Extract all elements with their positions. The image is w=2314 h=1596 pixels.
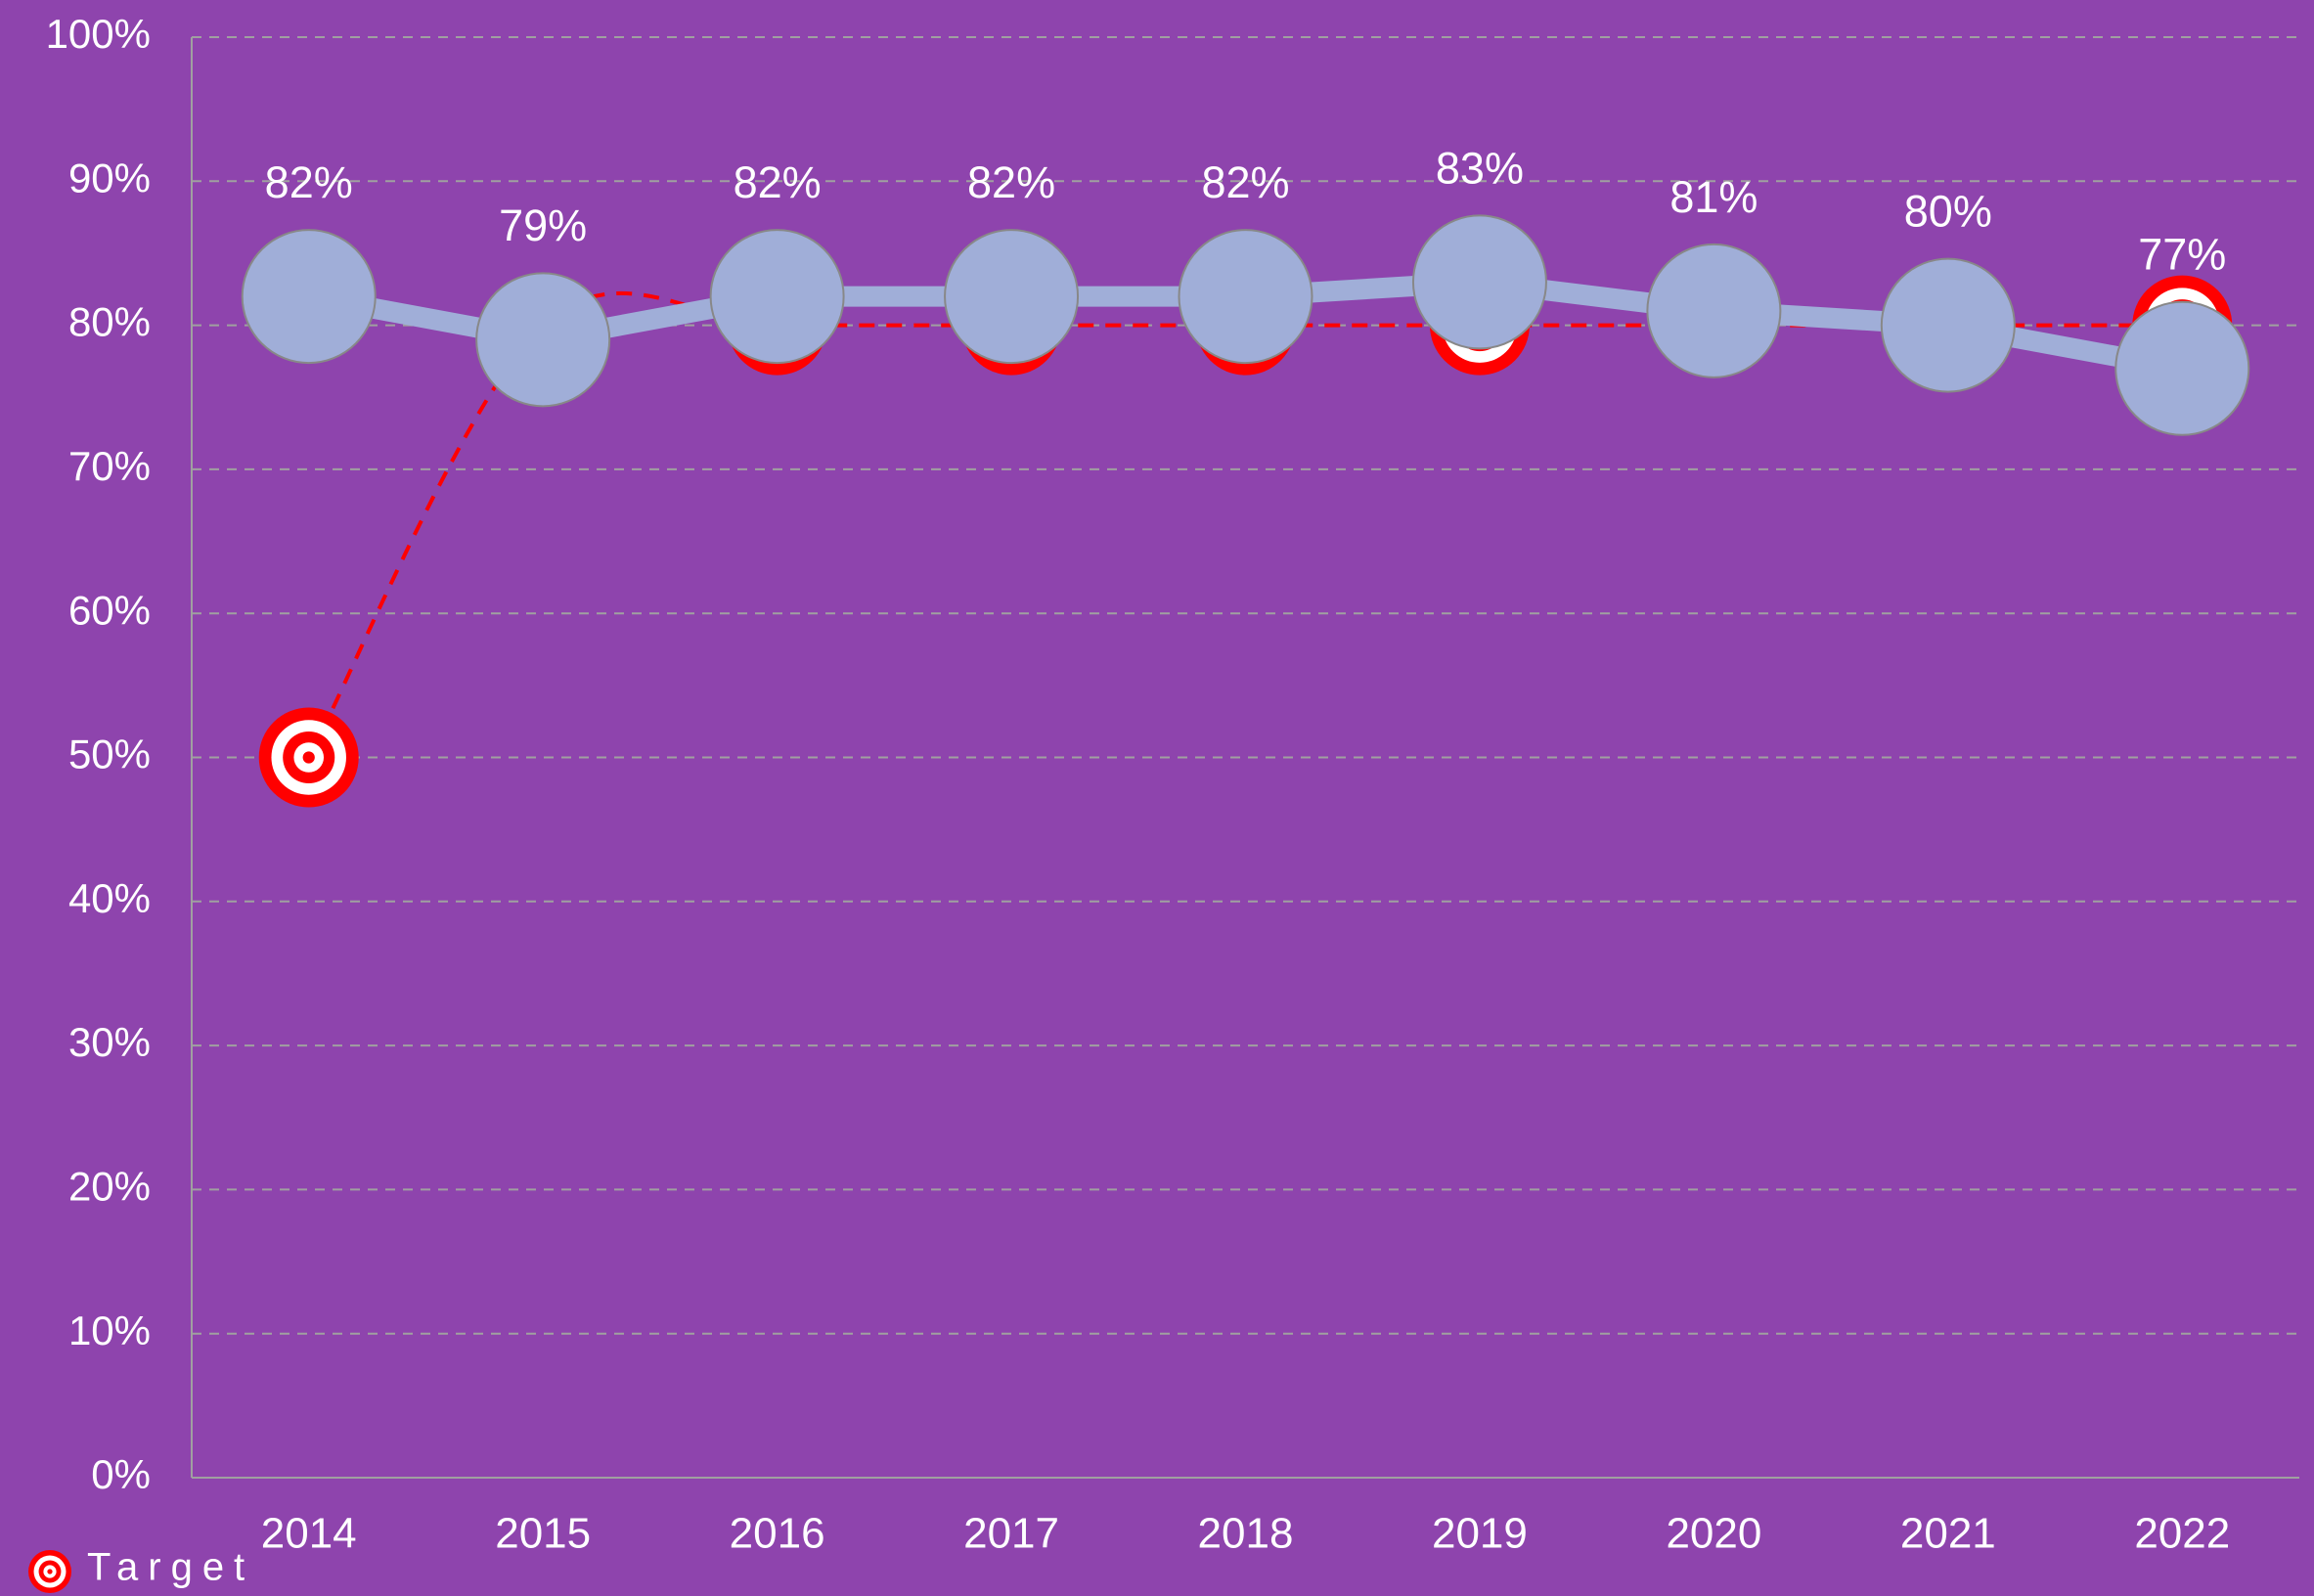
x-tick-label: 2015 — [495, 1510, 591, 1558]
data-label: 82% — [1201, 157, 1289, 207]
actual-marker — [475, 272, 611, 408]
x-tick-label: 2019 — [1432, 1510, 1528, 1558]
actual-marker — [1880, 257, 2016, 393]
target-marker — [258, 707, 359, 808]
actual-marker — [2114, 300, 2250, 436]
actual-marker — [1646, 243, 1782, 378]
data-label: 83% — [1436, 143, 1524, 193]
data-label: 81% — [1669, 172, 1758, 222]
data-label: 82% — [265, 157, 353, 207]
data-label: 80% — [1904, 186, 1992, 236]
y-tick-label: 40% — [68, 875, 151, 921]
x-tick-label: 2018 — [1198, 1510, 1294, 1558]
data-label: 82% — [734, 157, 822, 207]
target-ring — [47, 1569, 53, 1574]
y-tick-label: 20% — [68, 1163, 151, 1209]
data-label: 79% — [499, 200, 587, 250]
target-ring — [302, 751, 315, 764]
x-tick-label: 2022 — [2134, 1510, 2230, 1558]
y-tick-label: 30% — [68, 1019, 151, 1065]
y-tick-label: 70% — [68, 443, 151, 489]
x-tick-label: 2021 — [1900, 1510, 1996, 1558]
actual-marker — [944, 229, 1080, 365]
y-tick-label: 0% — [91, 1451, 151, 1497]
x-tick-label: 2020 — [1666, 1510, 1761, 1558]
x-tick-label: 2017 — [963, 1510, 1059, 1558]
y-tick-label: 10% — [68, 1308, 151, 1353]
legend-marker — [28, 1550, 71, 1593]
data-label: 77% — [2138, 230, 2226, 280]
y-tick-label: 90% — [68, 155, 151, 200]
y-tick-label: 50% — [68, 732, 151, 777]
actual-marker — [1178, 229, 1313, 365]
x-tick-label: 2016 — [730, 1510, 825, 1558]
x-tick-label: 2014 — [261, 1510, 357, 1558]
legend-label: Target — [87, 1546, 254, 1589]
actual-marker — [1411, 214, 1547, 350]
actual-marker — [709, 229, 845, 365]
actual-marker — [241, 229, 377, 365]
y-tick-label: 80% — [68, 299, 151, 345]
data-label: 82% — [967, 157, 1055, 207]
y-tick-label: 100% — [46, 11, 151, 57]
y-tick-label: 60% — [68, 587, 151, 633]
